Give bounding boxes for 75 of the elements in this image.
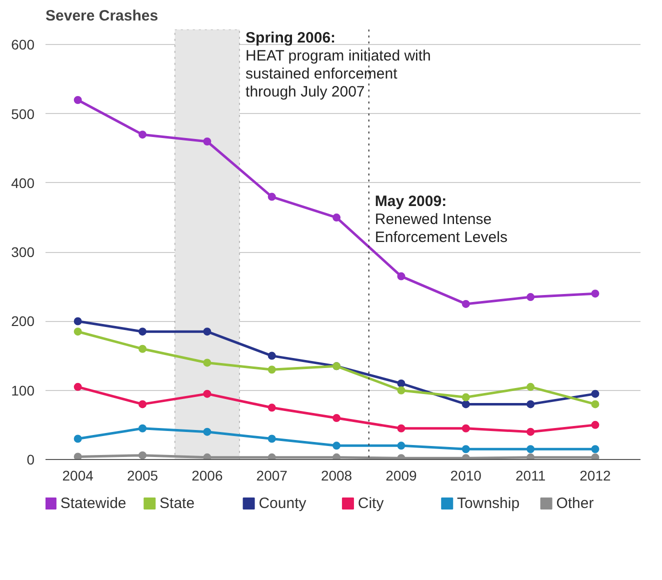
ref-line-label: May 2009: Renewed Intense Enforcement Levels bbox=[374, 192, 508, 246]
point bbox=[138, 400, 147, 408]
y-tick-label: 400 bbox=[11, 174, 35, 191]
point bbox=[268, 453, 276, 460]
point bbox=[332, 442, 341, 450]
point bbox=[138, 344, 147, 353]
point bbox=[397, 386, 406, 394]
point bbox=[526, 445, 535, 454]
y-tick-label: 200 bbox=[11, 313, 35, 330]
point bbox=[74, 452, 82, 460]
point bbox=[268, 192, 276, 201]
point bbox=[332, 453, 341, 460]
point bbox=[74, 328, 82, 336]
point bbox=[138, 328, 147, 336]
legend-label: Other bbox=[556, 495, 594, 512]
point bbox=[397, 424, 406, 432]
point bbox=[462, 300, 470, 308]
x-tick-label: 2008 bbox=[320, 468, 352, 484]
point bbox=[397, 272, 406, 280]
point bbox=[203, 328, 212, 336]
point bbox=[526, 382, 535, 391]
x-tick-label: 2012 bbox=[580, 468, 612, 484]
x-tick-label: 2007 bbox=[256, 468, 288, 484]
point bbox=[268, 352, 276, 360]
x-tick-label: 2005 bbox=[126, 468, 158, 484]
legend-label: County bbox=[258, 495, 307, 512]
legend-label: Township bbox=[457, 495, 520, 512]
point bbox=[526, 400, 535, 408]
point bbox=[268, 404, 276, 412]
point bbox=[591, 453, 600, 460]
x-tick-label: 2010 bbox=[450, 468, 482, 484]
point bbox=[268, 434, 276, 443]
point bbox=[203, 428, 212, 436]
point bbox=[591, 420, 600, 429]
point bbox=[138, 451, 147, 460]
point bbox=[397, 379, 406, 388]
point bbox=[591, 290, 600, 298]
point bbox=[591, 390, 600, 398]
point bbox=[138, 130, 147, 139]
x-tick-label: 2011 bbox=[516, 468, 546, 484]
point bbox=[268, 366, 276, 374]
point bbox=[74, 96, 82, 104]
point bbox=[332, 214, 341, 222]
point bbox=[74, 434, 82, 443]
point bbox=[203, 453, 212, 460]
y-tick-label: 300 bbox=[11, 244, 35, 260]
y-tick-label: 600 bbox=[11, 36, 35, 53]
point bbox=[397, 442, 406, 450]
point bbox=[462, 424, 470, 432]
point bbox=[462, 445, 470, 454]
point bbox=[526, 428, 535, 436]
point bbox=[591, 445, 600, 454]
x-tick-label: 2004 bbox=[62, 468, 94, 484]
point bbox=[462, 393, 470, 402]
legend-label: State bbox=[160, 495, 195, 512]
point bbox=[332, 414, 341, 422]
point bbox=[526, 293, 535, 302]
legend-label: Statewide bbox=[60, 495, 126, 512]
point bbox=[462, 400, 470, 408]
legend-label: City bbox=[358, 495, 384, 512]
point bbox=[74, 382, 82, 391]
point bbox=[526, 453, 535, 460]
chart-title: Severe Crashes bbox=[46, 8, 158, 24]
point bbox=[203, 138, 212, 146]
y-tick-label: 500 bbox=[11, 106, 35, 122]
point bbox=[203, 358, 212, 367]
x-tick-label: 2006 bbox=[192, 468, 223, 484]
point bbox=[138, 424, 147, 432]
x-tick-label: 2009 bbox=[386, 468, 417, 484]
y-tick-label: 0 bbox=[26, 452, 35, 468]
y-tick-label: 100 bbox=[11, 382, 35, 398]
band-label: Spring 2006: HEAT program initiated with sustained enforcement through July 2007 bbox=[246, 30, 431, 100]
point bbox=[74, 317, 82, 326]
point bbox=[203, 390, 212, 398]
point bbox=[591, 400, 600, 408]
